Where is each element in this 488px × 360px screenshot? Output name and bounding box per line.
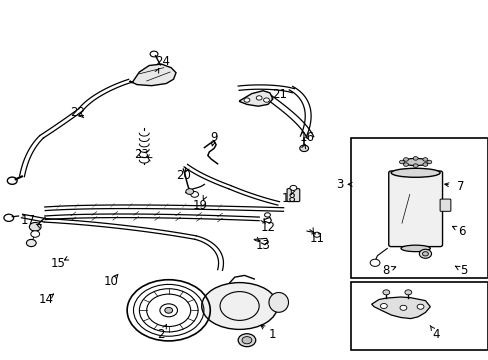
Ellipse shape bbox=[201, 283, 277, 329]
Circle shape bbox=[403, 158, 407, 161]
Circle shape bbox=[369, 259, 379, 266]
FancyBboxPatch shape bbox=[388, 171, 442, 247]
FancyBboxPatch shape bbox=[439, 199, 450, 211]
Circle shape bbox=[403, 163, 407, 166]
Ellipse shape bbox=[401, 158, 428, 166]
Ellipse shape bbox=[268, 292, 288, 312]
Text: 20: 20 bbox=[176, 169, 190, 182]
Circle shape bbox=[256, 96, 262, 100]
Text: 16: 16 bbox=[299, 131, 314, 144]
Text: 8: 8 bbox=[382, 264, 389, 277]
Circle shape bbox=[29, 222, 41, 231]
Circle shape bbox=[426, 160, 431, 164]
Circle shape bbox=[399, 160, 404, 164]
Circle shape bbox=[382, 290, 389, 295]
Text: 2: 2 bbox=[157, 328, 165, 341]
Polygon shape bbox=[371, 297, 429, 319]
Text: 10: 10 bbox=[104, 275, 119, 288]
Circle shape bbox=[244, 98, 249, 102]
Text: 7: 7 bbox=[456, 180, 464, 193]
Bar bbox=[350, 138, 487, 278]
Text: 3: 3 bbox=[335, 178, 343, 191]
Ellipse shape bbox=[422, 252, 427, 256]
Text: 17: 17 bbox=[21, 214, 36, 227]
Text: 19: 19 bbox=[193, 199, 207, 212]
Polygon shape bbox=[239, 91, 272, 106]
Circle shape bbox=[416, 304, 423, 309]
Text: 21: 21 bbox=[272, 88, 286, 101]
Circle shape bbox=[412, 164, 417, 167]
Ellipse shape bbox=[418, 249, 431, 258]
Ellipse shape bbox=[400, 245, 429, 252]
Circle shape bbox=[263, 98, 269, 102]
Circle shape bbox=[289, 185, 296, 190]
Circle shape bbox=[164, 307, 172, 313]
Text: 18: 18 bbox=[282, 192, 296, 205]
Bar bbox=[350, 282, 487, 350]
Text: 9: 9 bbox=[210, 131, 218, 144]
Polygon shape bbox=[129, 64, 176, 86]
Text: 13: 13 bbox=[255, 239, 270, 252]
Text: 14: 14 bbox=[39, 293, 54, 306]
Circle shape bbox=[399, 305, 406, 310]
Circle shape bbox=[31, 231, 40, 237]
Text: 5: 5 bbox=[459, 264, 467, 277]
Text: 12: 12 bbox=[260, 221, 275, 234]
FancyBboxPatch shape bbox=[286, 189, 299, 202]
Circle shape bbox=[238, 334, 255, 347]
Circle shape bbox=[412, 157, 417, 160]
Circle shape bbox=[422, 158, 427, 161]
Circle shape bbox=[190, 192, 198, 197]
Text: 15: 15 bbox=[50, 257, 65, 270]
Text: 22: 22 bbox=[70, 106, 84, 119]
Text: 1: 1 bbox=[268, 328, 276, 341]
Circle shape bbox=[404, 290, 411, 295]
Circle shape bbox=[26, 239, 36, 247]
Circle shape bbox=[185, 189, 193, 194]
Circle shape bbox=[422, 163, 427, 166]
Circle shape bbox=[380, 303, 386, 309]
Circle shape bbox=[242, 337, 251, 344]
Text: 23: 23 bbox=[134, 148, 149, 161]
Circle shape bbox=[299, 145, 308, 152]
Text: 24: 24 bbox=[155, 55, 169, 68]
Text: 11: 11 bbox=[309, 232, 324, 245]
Text: 6: 6 bbox=[457, 225, 465, 238]
Text: 4: 4 bbox=[431, 328, 439, 341]
Ellipse shape bbox=[390, 168, 439, 177]
